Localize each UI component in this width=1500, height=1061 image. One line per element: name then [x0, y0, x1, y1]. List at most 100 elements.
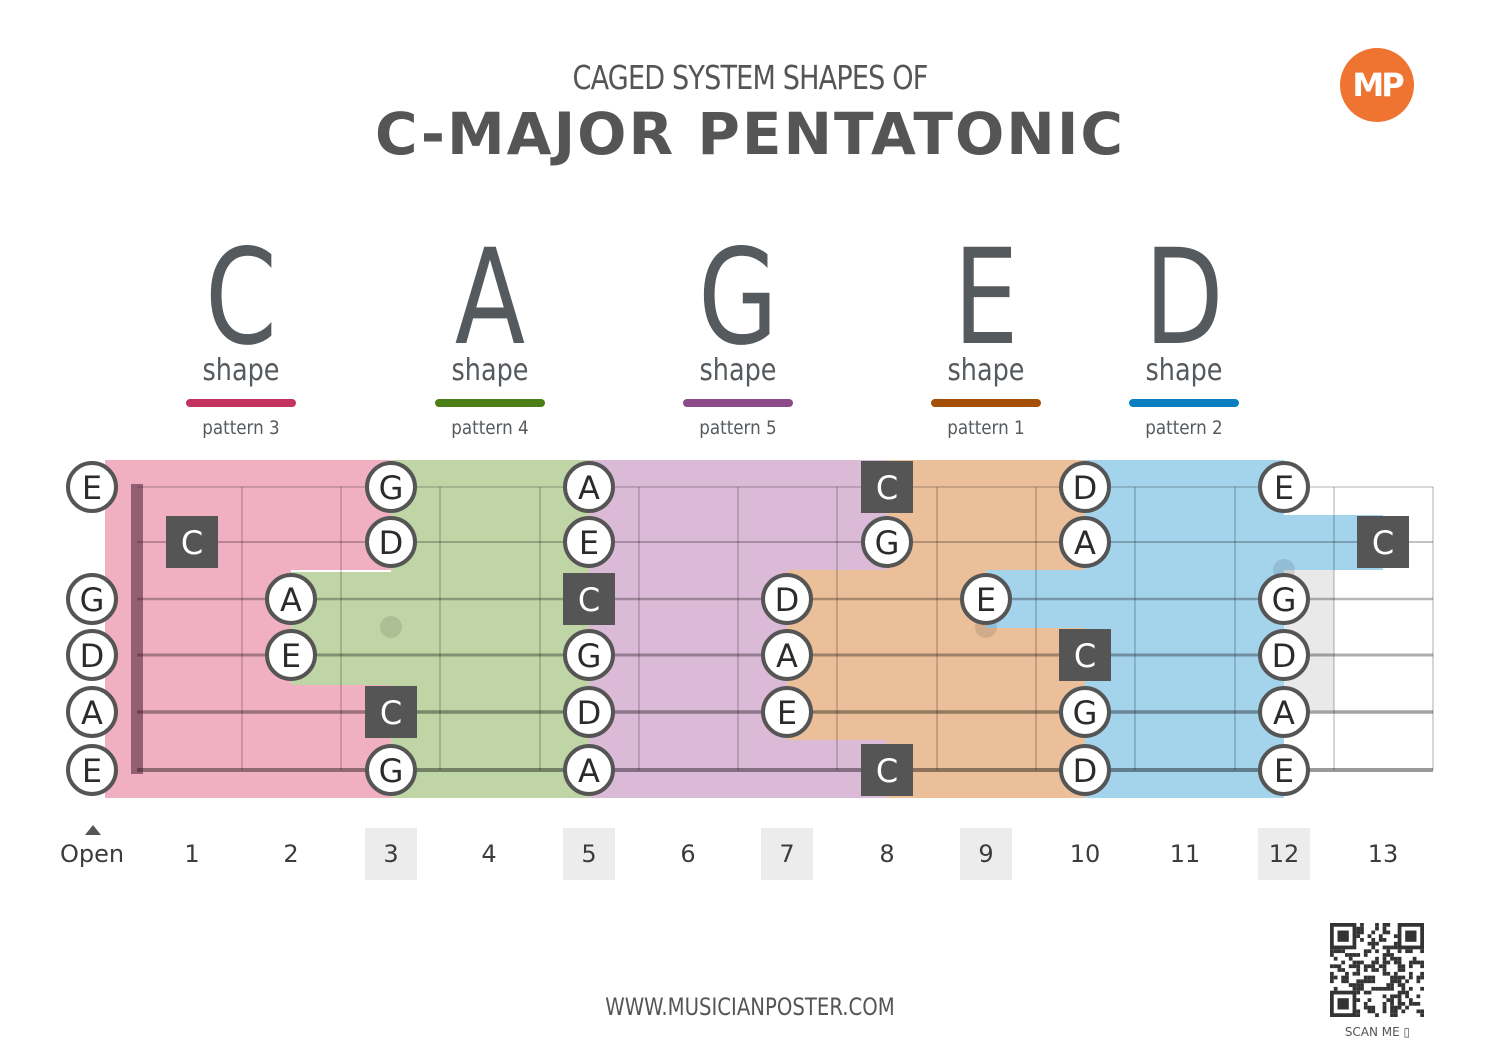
svg-text:E: E [82, 752, 102, 790]
website-link[interactable]: WWW.MUSICIANPOSTER.COM [605, 993, 895, 1021]
inlay-dot [380, 616, 402, 638]
note-marker: E [960, 573, 1012, 625]
svg-text:C: C [876, 469, 898, 507]
note-marker: E [265, 629, 317, 681]
note-marker: D [66, 629, 118, 681]
svg-text:D: D [1272, 637, 1297, 675]
svg-text:A: A [776, 637, 798, 675]
svg-text:E: E [976, 581, 996, 619]
note-marker: E [66, 461, 118, 513]
note-marker: G [563, 629, 615, 681]
shape-letter: D [1144, 221, 1224, 375]
svg-text:G: G [80, 581, 105, 619]
shape-pattern: pattern 3 [202, 417, 280, 439]
note-marker: A [761, 629, 813, 681]
shape-pattern: pattern 4 [451, 417, 529, 439]
root-note-marker: C [1059, 629, 1111, 681]
shape-header-g: G shape pattern 5 [648, 221, 828, 439]
fret-number: 10 [1069, 840, 1101, 868]
subtitle: CAGED SYSTEM SHAPES OF [572, 58, 929, 97]
shape-letter: C [205, 221, 277, 375]
shape-header-d: D shape pattern 2 [1094, 221, 1274, 439]
fret-number: 8 [879, 840, 895, 868]
fret-number: 6 [680, 840, 696, 868]
svg-text:G: G [577, 637, 602, 675]
shape-pattern: pattern 1 [947, 417, 1025, 439]
svg-text:G: G [379, 752, 404, 790]
svg-text:G: G [1272, 581, 1297, 619]
note-marker: A [1059, 516, 1111, 568]
svg-text:C: C [876, 752, 898, 790]
svg-text:D: D [80, 637, 105, 675]
shape-letter: A [454, 221, 526, 375]
note-marker: D [1059, 461, 1111, 513]
root-note-marker: C [563, 573, 615, 625]
root-note-marker: C [861, 744, 913, 796]
svg-text:D: D [379, 524, 404, 562]
note-marker: G [1258, 573, 1310, 625]
svg-text:C: C [578, 581, 600, 619]
note-marker: E [563, 516, 615, 568]
brand-logo[interactable]: MP [1340, 48, 1414, 122]
note-marker: G [365, 744, 417, 796]
svg-text:D: D [1073, 752, 1098, 790]
fret-number: 1 [184, 840, 200, 868]
nut [131, 484, 143, 774]
svg-text:E: E [82, 469, 102, 507]
svg-text:E: E [579, 524, 599, 562]
svg-text:A: A [81, 694, 103, 732]
root-note-marker: C [166, 516, 218, 568]
fret-number: 4 [481, 840, 497, 868]
svg-text:C: C [380, 694, 402, 732]
shape-color-bar [186, 399, 296, 407]
shape-header-a: A shape pattern 4 [400, 221, 580, 439]
note-marker: D [761, 573, 813, 625]
shape-pattern: pattern 2 [1145, 417, 1223, 439]
root-note-marker: C [1357, 516, 1409, 568]
qr-code[interactable] [1330, 923, 1424, 1017]
svg-text:D: D [1073, 469, 1098, 507]
svg-text:E: E [1274, 469, 1294, 507]
shape-region [291, 460, 589, 798]
shape-letter: G [698, 221, 778, 375]
svg-text:D: D [577, 694, 602, 732]
svg-text:C: C [1372, 524, 1394, 562]
fret-number: 11 [1169, 840, 1201, 868]
svg-text:A: A [280, 581, 302, 619]
root-note-marker: C [365, 686, 417, 738]
svg-text:A: A [1074, 524, 1096, 562]
note-marker: G [861, 516, 913, 568]
svg-text:E: E [281, 637, 301, 675]
note-marker: E [761, 686, 813, 738]
shape-color-bar [435, 399, 545, 407]
shape-color-bar [931, 399, 1041, 407]
scan-me-label: SCAN ME ▯ [1344, 1025, 1411, 1039]
shape-word: shape [202, 353, 280, 388]
fret-number: 12 [1258, 828, 1310, 880]
shape-word: shape [451, 353, 529, 388]
fret-number: 13 [1367, 840, 1399, 868]
svg-text:G: G [875, 524, 900, 562]
note-marker: G [1059, 686, 1111, 738]
shape-letter: E [953, 221, 1019, 375]
svg-text:G: G [379, 469, 404, 507]
note-marker: E [1258, 461, 1310, 513]
svg-text:A: A [578, 752, 600, 790]
note-marker: D [365, 516, 417, 568]
root-note-marker: C [861, 461, 913, 513]
shape-word: shape [947, 353, 1025, 388]
fret-number: 5 [563, 828, 615, 880]
shape-color-bar [1129, 399, 1239, 407]
shape-color-bar [683, 399, 793, 407]
svg-text:D: D [775, 581, 800, 619]
note-marker: D [563, 686, 615, 738]
shape-header-e: E shape pattern 1 [896, 221, 1076, 439]
shape-header-c: C shape pattern 3 [151, 221, 331, 439]
svg-text:C: C [181, 524, 203, 562]
fret-number: 3 [365, 828, 417, 880]
note-marker: A [563, 461, 615, 513]
fret-number: Open [59, 840, 125, 868]
note-marker: G [66, 573, 118, 625]
note-marker: A [66, 686, 118, 738]
